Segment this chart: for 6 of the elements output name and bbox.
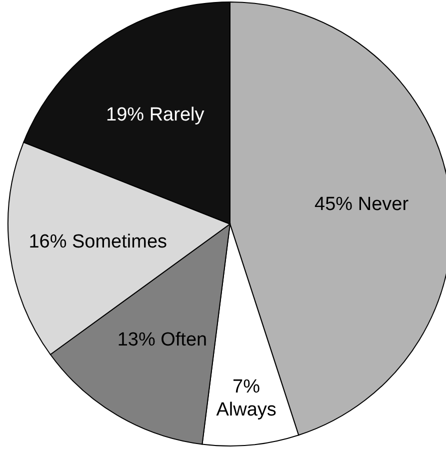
slice-label: 13% Often	[117, 329, 208, 350]
data-label: 7%	[232, 376, 260, 398]
slice-label: Always	[216, 399, 276, 420]
slice-label: 16% Sometimes	[28, 231, 168, 252]
slice-label: 19% Rarely	[106, 104, 205, 126]
slice-label: 45% Never	[314, 194, 410, 215]
